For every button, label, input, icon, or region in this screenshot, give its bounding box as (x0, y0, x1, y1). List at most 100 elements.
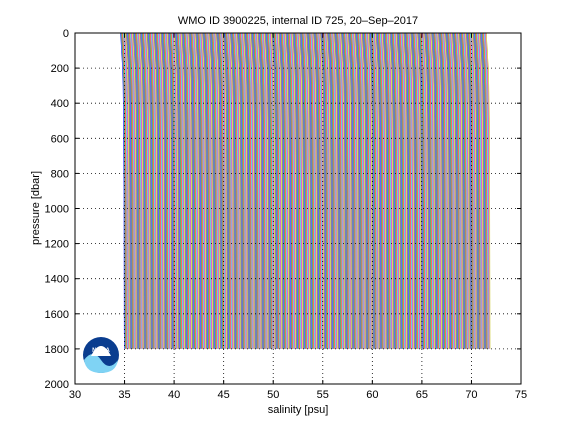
profile-line (301, 32, 306, 349)
y-tick-label: 400 (51, 98, 69, 110)
profile-line (254, 32, 259, 349)
profile-line (245, 32, 250, 349)
svg-text:NOAA: NOAA (92, 348, 110, 354)
profile-line (162, 32, 168, 349)
y-tick-label: 2000 (45, 379, 69, 391)
profile-line (206, 32, 211, 349)
profile-line (404, 32, 410, 349)
x-axis-label: salinity [psu] (268, 404, 329, 416)
profile-line (156, 32, 162, 349)
profile-line (161, 32, 167, 349)
x-tick-label: 45 (218, 389, 230, 401)
profile-line (483, 32, 488, 349)
profile-line (417, 32, 422, 349)
profile-line (257, 32, 262, 349)
profile-line (311, 32, 316, 349)
profile-line (427, 32, 432, 349)
profile-line (234, 32, 239, 349)
profile-line (459, 32, 464, 349)
profile-line (237, 32, 242, 349)
profile-line (292, 32, 298, 349)
y-tick-label: 1800 (45, 344, 69, 356)
profile-line (374, 32, 379, 349)
profile-line (319, 32, 324, 349)
profile-line (177, 32, 183, 349)
profile-line (168, 32, 174, 349)
x-tick-label: 35 (118, 389, 130, 401)
profile-line (445, 32, 450, 349)
profile-line (402, 32, 408, 349)
profile-line (354, 32, 359, 349)
profile-line (376, 32, 382, 349)
profile-line (406, 32, 411, 349)
profile-line (199, 32, 204, 349)
profile-line (189, 32, 194, 349)
profile-line (146, 32, 151, 349)
profile-line (262, 32, 267, 349)
profile-line (433, 32, 438, 349)
profile-line (486, 32, 491, 349)
profile-line (268, 32, 274, 349)
x-tick-labels: 30 35 40 45 50 55 60 65 70 75 (69, 389, 527, 401)
profile-line (367, 32, 372, 349)
profile-line (259, 32, 264, 349)
profile-line (359, 32, 364, 349)
profile-line (482, 32, 487, 349)
profile-line (261, 32, 266, 349)
y-tick-labels: 0 200 400 600 800 1000 1200 1400 1600 1800 2000 (45, 28, 69, 391)
profile-line (373, 32, 378, 349)
profile-line (421, 32, 426, 349)
profile-line (203, 32, 208, 349)
profile-line (446, 32, 451, 349)
profile-line (318, 32, 323, 349)
grid-lines (75, 33, 521, 384)
axis-ticks (74, 32, 522, 385)
profile-line (467, 32, 472, 349)
profile-line (378, 32, 384, 349)
profile-line (361, 32, 366, 349)
profile-line (184, 32, 189, 349)
profile-line (435, 32, 440, 349)
profile-line (422, 32, 427, 349)
profile-line (294, 32, 299, 349)
profile-line (135, 32, 140, 349)
profile-line (342, 32, 347, 349)
profile-line (217, 32, 222, 349)
profile-line (213, 32, 218, 349)
profile-line (285, 32, 291, 349)
profile-line (465, 32, 470, 349)
profile-line (358, 32, 363, 349)
profile-line (274, 32, 280, 349)
profile-line (278, 32, 284, 349)
profile-line (235, 32, 240, 349)
profile-line (250, 32, 255, 349)
profile-line (455, 32, 460, 349)
profile-line (370, 32, 375, 349)
profile-line (277, 32, 283, 349)
profile-line (226, 32, 231, 349)
profile-line (438, 32, 443, 349)
profile-line (384, 32, 390, 349)
profile-line (345, 32, 350, 349)
chart-title: WMO ID 3900225, internal ID 725, 20–Sep–… (178, 15, 418, 27)
x-tick-label: 70 (465, 389, 477, 401)
profile-line (173, 32, 179, 349)
profile-line (388, 32, 394, 349)
profile-line (229, 32, 234, 349)
profile-line (326, 32, 331, 349)
profile-line (165, 32, 171, 349)
profile-line (296, 32, 301, 349)
profile-line (243, 32, 248, 349)
profile-line (471, 32, 476, 349)
profile-line (385, 32, 391, 349)
profile-line (281, 32, 287, 349)
profile-line (339, 32, 344, 349)
profile-line (122, 32, 127, 349)
y-tick-label: 1400 (45, 274, 69, 286)
profile-line (151, 32, 156, 349)
profile-line (137, 32, 142, 349)
profile-line (238, 32, 243, 349)
y-tick-label: 200 (51, 63, 69, 75)
profile-line (357, 32, 362, 349)
